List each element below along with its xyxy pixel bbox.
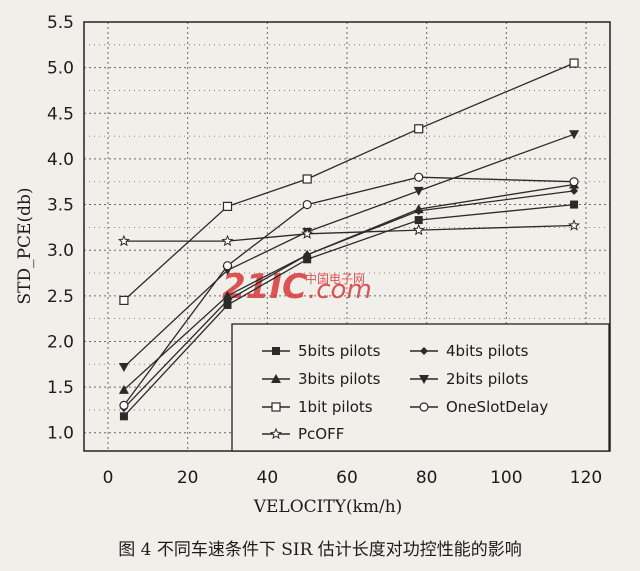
data-point xyxy=(570,186,579,195)
data-point xyxy=(118,384,129,394)
watermark-cn-text: 中国电子网 xyxy=(305,271,365,286)
data-point xyxy=(302,199,312,210)
legend-marker xyxy=(419,375,429,384)
y-tick-label: 5.5 xyxy=(47,13,74,33)
series-group xyxy=(117,58,581,421)
legend-label: 2bits pilots xyxy=(446,370,529,388)
y-tick-label: 3.5 xyxy=(47,196,74,216)
data-point xyxy=(414,172,424,182)
y-axis-title: STD_PCE(db) xyxy=(15,188,35,305)
data-point xyxy=(301,227,314,239)
data-point xyxy=(569,58,579,68)
x-tick-label: 100 xyxy=(490,468,522,488)
watermark-sub-text: .com xyxy=(308,275,372,305)
x-tick-label: 80 xyxy=(416,468,438,488)
series-1bit-pilots xyxy=(119,58,579,305)
data-point xyxy=(567,219,581,231)
data-point xyxy=(302,249,313,259)
figure-caption: 图 4 不同车速条件下 SIR 估计长度对功控性能的影响 xyxy=(118,540,522,560)
data-point xyxy=(119,412,128,421)
legend-label: OneSlotDelay xyxy=(446,398,548,416)
x-tick-label: 0 xyxy=(103,468,114,488)
y-tick-label: 2.5 xyxy=(47,287,74,307)
x-axis-title: VELOCITY(km/h) xyxy=(253,497,403,517)
legend-box xyxy=(231,323,610,452)
series-3bits-pilots xyxy=(118,179,580,394)
x-axis: 0 20 40 60 80 100 120 xyxy=(103,468,603,488)
y-tick-label: 5.0 xyxy=(47,59,74,79)
data-point xyxy=(302,174,312,184)
data-point xyxy=(223,300,232,309)
data-point xyxy=(412,223,425,236)
x-tick-label: 20 xyxy=(177,468,199,488)
legend-label: 3bits pilots xyxy=(298,370,381,388)
legend-marker xyxy=(269,427,283,440)
legend-marker xyxy=(271,402,281,412)
legend-label: 4bits pilots xyxy=(446,342,529,360)
data-point xyxy=(303,255,312,264)
y-tick-label: 4.5 xyxy=(47,104,74,124)
legend-label: 5bits pilots xyxy=(298,342,381,360)
data-point xyxy=(119,400,129,410)
y-tick-label: 2.0 xyxy=(47,332,74,352)
legend-label: 1bit pilots xyxy=(298,398,373,416)
legend-marker xyxy=(272,347,280,355)
series-pcoff xyxy=(117,219,581,247)
data-point xyxy=(118,363,129,373)
legend-marker xyxy=(419,402,429,412)
data-point xyxy=(414,124,424,134)
y-tick-label: 3.0 xyxy=(47,241,74,261)
y-axis: 1.0 1.5 2.0 2.5 3.0 3.5 4.0 4.5 5.0 5.5 xyxy=(47,13,74,444)
x-tick-label: 40 xyxy=(257,468,279,488)
y-tick-label: 1.5 xyxy=(47,378,74,398)
data-point xyxy=(569,177,579,187)
data-point xyxy=(569,130,580,140)
data-point xyxy=(414,216,423,225)
x-tick-label: 60 xyxy=(336,468,358,488)
data-point xyxy=(413,204,424,214)
y-tick-label: 1.0 xyxy=(47,424,74,444)
x-tick-label: 120 xyxy=(570,468,602,488)
legend-marker xyxy=(420,347,428,355)
data-point xyxy=(222,290,233,300)
data-point xyxy=(119,295,129,305)
data-point xyxy=(570,200,579,209)
data-point xyxy=(117,234,131,247)
legend: 5bits pilots 4bits pilots 3bits pilots 2bit… xyxy=(231,323,610,452)
grid-lines xyxy=(84,22,610,451)
data-point xyxy=(413,186,424,196)
legend-label: PcOFF xyxy=(298,425,344,443)
data-point xyxy=(222,261,233,271)
y-tick-label: 4.0 xyxy=(47,150,74,170)
data-point xyxy=(222,201,233,211)
series-5bits-pilots xyxy=(119,200,579,421)
legend-marker xyxy=(271,374,281,383)
series-oneslotdelay xyxy=(119,172,579,410)
data-point xyxy=(221,234,234,247)
